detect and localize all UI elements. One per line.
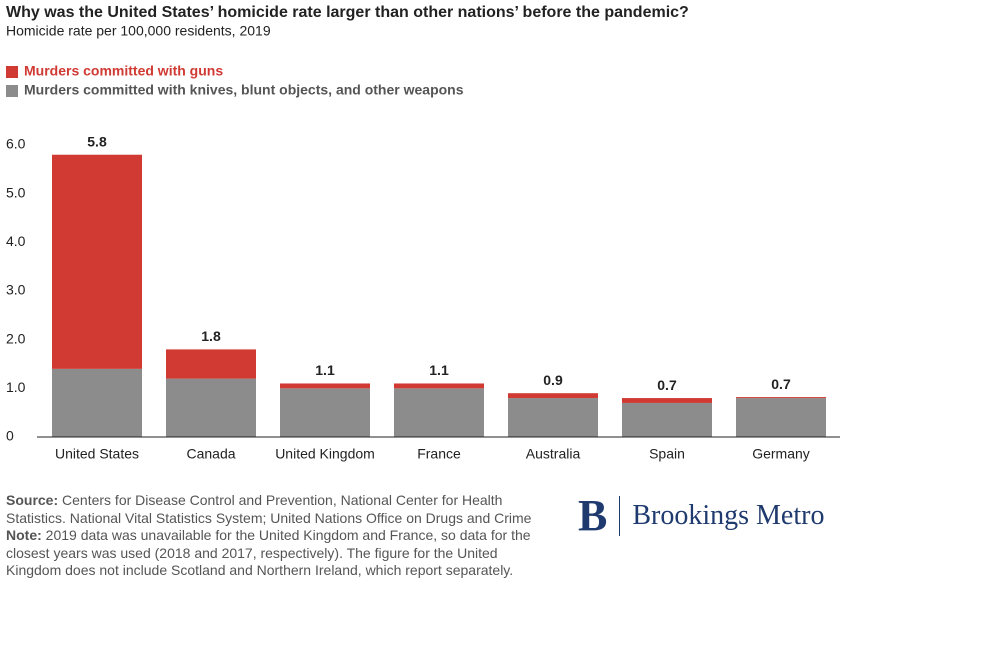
x-tick-label: France [417,446,461,462]
x-tick-label: Australia [526,446,581,462]
bar-segment [508,398,598,437]
logo-mark: B [578,491,608,540]
logo-text: Brookings Metro [632,499,825,531]
bar-segment [166,349,256,379]
total-label: 1.1 [315,362,335,378]
bar-segment [166,378,256,437]
x-tick-label: Germany [752,446,810,462]
total-label: 0.9 [543,372,563,388]
bar-segment [52,368,142,437]
bar-segment [280,388,370,437]
bar-segment [280,383,370,389]
bar-segment [736,397,826,399]
legend-label: Murders committed with knives, blunt obj… [24,82,464,98]
y-tick-label: 3.0 [6,282,26,298]
logo: B Brookings Metro [578,490,824,541]
y-tick-label: 6.0 [6,136,26,152]
total-label: 1.8 [201,328,221,344]
y-tick-label: 1.0 [6,379,26,395]
total-label: 0.7 [657,377,677,393]
x-tick-label: United Kingdom [275,446,375,462]
total-label: 0.7 [771,376,791,392]
bar-segment [394,388,484,437]
total-label: 1.1 [429,362,449,378]
x-tick-label: Canada [186,446,235,462]
bar-segment [622,402,712,437]
y-tick-label: 2.0 [6,330,26,346]
y-tick-label: 5.0 [6,184,26,200]
x-tick-label: United States [55,446,139,462]
bar-segment [52,154,142,369]
chart: Why was the United States’ homicide rate… [6,4,840,462]
bar-segment [622,398,712,403]
bar-segment [736,398,826,437]
legend-swatch [6,66,18,78]
chart-title: Why was the United States’ homicide rate… [6,4,689,21]
logo-divider [619,495,621,536]
total-label: 5.8 [87,133,107,149]
source: Centers for Disease Control and Preventi… [6,492,532,526]
footer: Source: Centers for Disease Control and … [6,492,546,580]
y-tick-label: 0 [6,428,14,444]
chart-subtitle: Homicide rate per 100,000 residents, 201… [6,23,271,39]
bar-segment [394,383,484,389]
note-label: Note: [6,527,42,543]
note: 2019 data was unavailable for the United… [6,527,531,578]
x-tick-label: Spain [649,446,685,462]
source-label: Source: [6,492,59,508]
bar-segment [508,393,598,399]
y-tick-label: 4.0 [6,233,26,249]
legend-label: Murders committed with guns [24,63,223,79]
legend-swatch [6,85,18,97]
